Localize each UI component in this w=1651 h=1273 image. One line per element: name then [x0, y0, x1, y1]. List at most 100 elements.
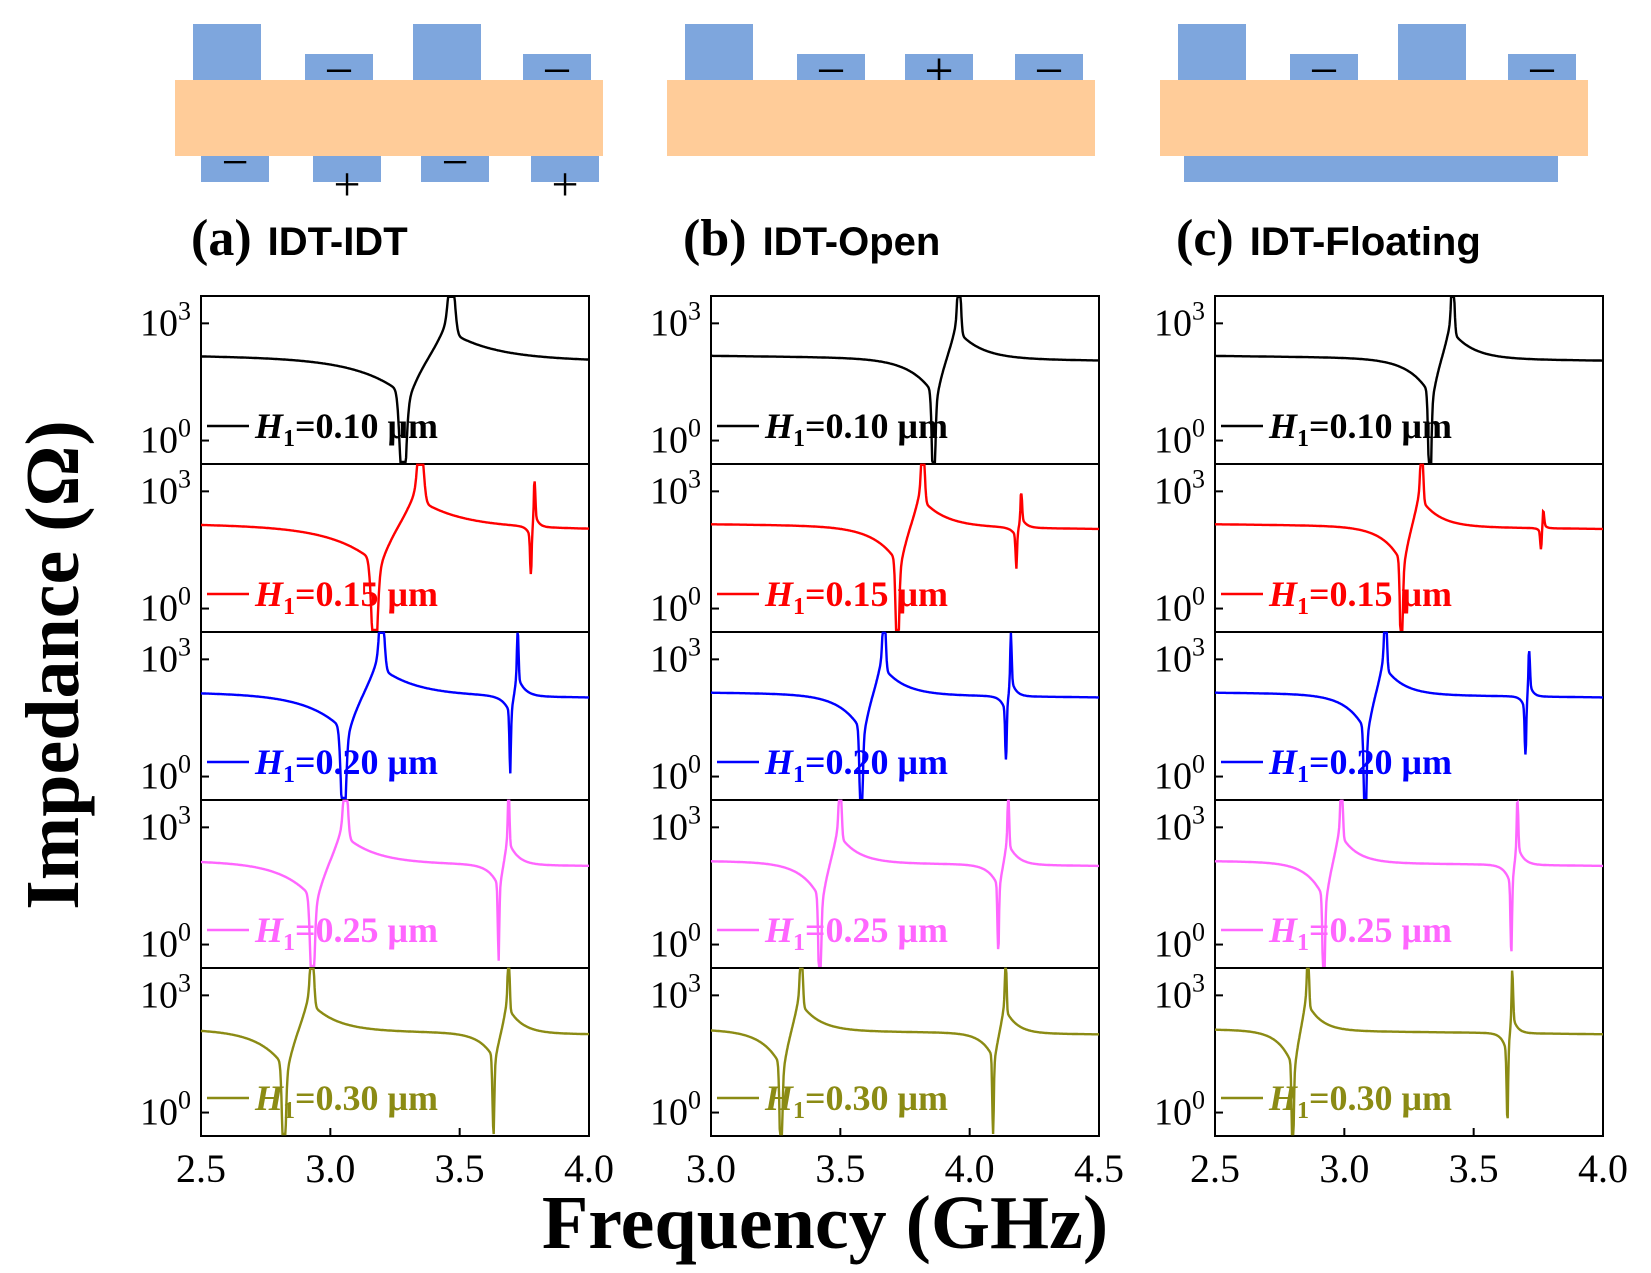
tick-exponent: 0 — [688, 582, 701, 611]
y-tick-label: 103 — [140, 968, 191, 1016]
panel-name: IDT-IDT — [268, 220, 408, 264]
impedance-curve — [711, 463, 1099, 632]
legend-sub: 1 — [283, 930, 295, 956]
tick-base: 10 — [650, 1092, 688, 1134]
subplot-frame — [1214, 967, 1604, 1137]
impedance-curve — [711, 799, 1099, 968]
tick-exponent: 3 — [178, 632, 191, 661]
legend-sub: 1 — [283, 762, 295, 788]
impedance-curve — [1215, 295, 1603, 464]
y-tick-label: 103 — [1154, 296, 1205, 344]
impedance-curve — [201, 463, 589, 632]
tick-exponent: 3 — [178, 968, 191, 997]
y-tick-label: 103 — [650, 968, 701, 1016]
impedance-curve — [711, 631, 1099, 800]
x-tick-label: 2.5 — [1190, 1146, 1240, 1191]
legend-value: =0.10 μm — [1309, 406, 1452, 446]
tick-exponent: 0 — [178, 582, 191, 611]
top-electrode — [523, 54, 591, 82]
x-tick-label: 3.5 — [1449, 1146, 1499, 1191]
legend-value: =0.25 μm — [1309, 910, 1452, 950]
tick-exponent: 3 — [178, 800, 191, 829]
tick-base: 10 — [650, 806, 688, 848]
legend-label: H1=0.20 μm — [1268, 742, 1452, 788]
y-tick-label: 103 — [140, 464, 191, 512]
legend-sub: 1 — [1297, 762, 1309, 788]
floating-electrode — [1184, 156, 1558, 182]
top-electrode — [1508, 54, 1576, 82]
legend-label: H1=0.10 μm — [764, 406, 948, 452]
tick-exponent: 3 — [1192, 968, 1205, 997]
tick-exponent: 0 — [688, 918, 701, 947]
legend-var: H — [254, 406, 284, 446]
y-tick-label: 100 — [1154, 918, 1205, 966]
y-tick-label: 103 — [1154, 632, 1205, 680]
tick-exponent: 0 — [1192, 750, 1205, 779]
x-tick-label: 4.0 — [564, 1146, 614, 1191]
tick-base: 10 — [650, 924, 688, 966]
y-tick-label: 103 — [140, 800, 191, 848]
legend-var: H — [254, 742, 284, 782]
y-tick-label: 100 — [650, 582, 701, 630]
panel-caption: (b) IDT-Open — [683, 210, 940, 267]
legend-label: H1=0.30 μm — [1268, 1078, 1452, 1124]
legend-label: H1=0.30 μm — [764, 1078, 948, 1124]
tick-exponent: 3 — [1192, 464, 1205, 493]
tick-base: 10 — [140, 638, 178, 680]
top-electrode — [685, 24, 753, 82]
y-tick-label: 100 — [1154, 750, 1205, 798]
tick-base: 10 — [1154, 638, 1192, 680]
bottom-electrode — [313, 156, 381, 182]
tick-base: 10 — [140, 470, 178, 512]
schematic-idt-open: − + −(b) IDT-Open — [667, 24, 1095, 267]
y-tick-label: 100 — [650, 750, 701, 798]
tick-exponent: 0 — [688, 414, 701, 443]
panel-letter: (c) — [1176, 210, 1234, 267]
y-tick-label: 100 — [1154, 1086, 1205, 1134]
top-electrode — [1178, 24, 1246, 82]
legend-var: H — [1268, 1078, 1298, 1118]
tick-exponent: 0 — [178, 1086, 191, 1115]
panel-letter: (a) — [191, 210, 252, 267]
legend-label: H1=0.15 μm — [764, 574, 948, 620]
subplot-frame — [200, 967, 590, 1137]
legend-value: =0.10 μm — [805, 406, 948, 446]
y-tick-label: 103 — [650, 296, 701, 344]
legend-var: H — [764, 742, 794, 782]
tick-base: 10 — [650, 302, 688, 344]
legend-sub: 1 — [793, 426, 805, 452]
tick-base: 10 — [650, 974, 688, 1016]
tick-exponent: 0 — [178, 414, 191, 443]
top-electrode — [1398, 24, 1466, 82]
legend-label: H1=0.30 μm — [254, 1078, 438, 1124]
subplot-frame — [710, 967, 1100, 1137]
tick-exponent: 3 — [1192, 296, 1205, 325]
y-tick-label: 103 — [650, 464, 701, 512]
tick-base: 10 — [650, 638, 688, 680]
tick-base: 10 — [1154, 756, 1192, 798]
legend-label: H1=0.20 μm — [254, 742, 438, 788]
legend-label: H1=0.25 μm — [764, 910, 948, 956]
tick-exponent: 0 — [178, 918, 191, 947]
impedance-curve — [1215, 463, 1603, 632]
legend-label: H1=0.15 μm — [254, 574, 438, 620]
legend-var: H — [254, 910, 284, 950]
y-tick-label: 100 — [140, 582, 191, 630]
top-electrode — [193, 24, 261, 82]
subplot-row: 103 100 H1=0.15 μm — [650, 463, 1100, 633]
panel-caption: (c) IDT-Floating — [1176, 210, 1481, 267]
impedance-curve — [711, 295, 1099, 464]
y-tick-label: 100 — [140, 414, 191, 462]
legend-var: H — [764, 406, 794, 446]
top-electrode — [1015, 54, 1083, 82]
x-tick-label: 3.5 — [435, 1146, 485, 1191]
legend-var: H — [764, 910, 794, 950]
electrode-sign: + — [333, 158, 360, 211]
